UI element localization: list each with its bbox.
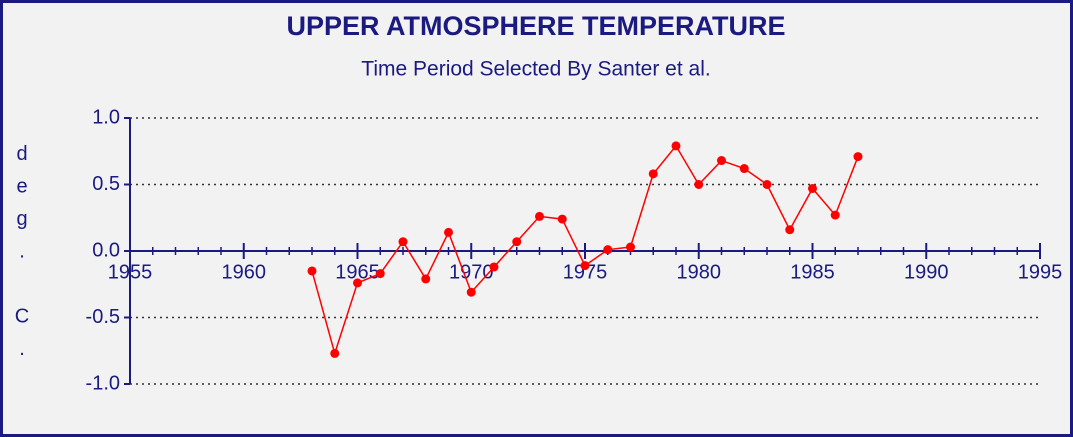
x-tick-label: 1995 xyxy=(1018,261,1063,283)
data-point xyxy=(717,156,726,166)
chart-subtitle: Time Period Selected By Santer et al. xyxy=(361,58,710,81)
data-point xyxy=(398,237,408,247)
data-point xyxy=(853,152,863,162)
data-point xyxy=(512,237,522,247)
x-tick-label: 1975 xyxy=(563,261,608,283)
chart-title: UPPER ATMOSPHERE TEMPERATURE xyxy=(286,11,785,41)
data-point xyxy=(557,214,567,224)
data-point xyxy=(489,262,499,272)
data-point xyxy=(603,245,613,255)
data-point xyxy=(648,169,658,179)
data-point xyxy=(307,266,317,276)
data-point xyxy=(762,180,772,189)
y-tick-label: 0.5 xyxy=(92,173,120,195)
data-point xyxy=(830,210,840,220)
data-point xyxy=(626,242,635,252)
data-point xyxy=(580,261,590,271)
data-point xyxy=(353,278,362,288)
x-tick-label: 1980 xyxy=(677,261,722,283)
data-point xyxy=(785,225,795,235)
y-tick-label: -0.5 xyxy=(86,306,120,328)
data-point xyxy=(694,180,704,189)
data-point xyxy=(535,211,544,221)
data-point xyxy=(421,274,431,284)
x-tick-label: 1985 xyxy=(790,261,835,283)
data-point xyxy=(671,141,681,151)
y-tick-label: -1.0 xyxy=(86,372,120,394)
data-point xyxy=(375,269,385,279)
x-tick-label: 1955 xyxy=(108,261,153,283)
data-point xyxy=(808,183,817,193)
data-point xyxy=(330,348,340,358)
y-tick-label: 1.0 xyxy=(92,106,120,128)
x-tick-label: 1990 xyxy=(904,261,949,283)
y-tick-label: 0.0 xyxy=(92,239,120,261)
data-point xyxy=(466,287,476,297)
x-tick-label: 1960 xyxy=(222,261,267,283)
x-tick-label: 1970 xyxy=(449,261,494,283)
data-point xyxy=(444,227,453,237)
data-point xyxy=(739,164,749,174)
